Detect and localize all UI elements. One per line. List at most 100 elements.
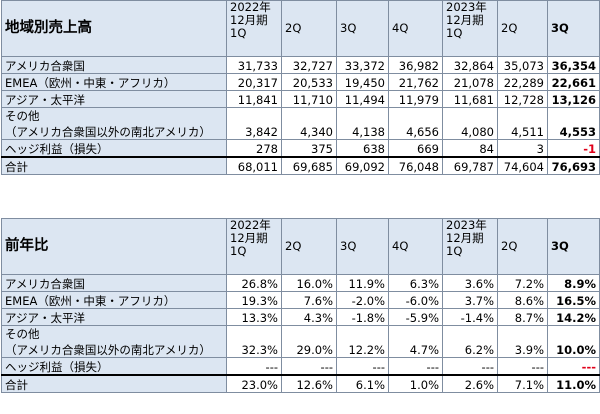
value-cell: 84 [442,139,498,157]
row-label: アメリカ合衆国 [1,274,227,292]
value-cell: 4,656 [388,107,443,140]
total-value-cell: 7.1% [497,373,548,393]
value-cell: 36,354 [547,56,600,74]
value-cell: 19,450 [336,73,389,91]
row-label-sub: （アメリカ合衆国以外の南北アメリカ） [1,122,227,140]
value-cell: 8.6% [497,291,548,309]
value-cell: 13.3% [226,308,282,326]
total-value-cell: 6.1% [336,373,389,393]
table-row: アジア・太平洋 11,841 11,710 11,494 11,979 11,681 12,… [1,90,600,108]
value-cell: 4.3% [281,308,337,326]
value-cell: 4,080 [442,107,498,140]
header-cell: 2Q [281,0,337,57]
value-cell: --- [281,357,337,375]
table-row: EMEA（欧州・中東・アフリカ） 19.3% 7.6% -2.0% -6.0% 3.7% 8… [1,291,600,309]
value-cell: 8.9% [547,274,600,292]
value-cell: -1.8% [336,308,389,326]
header-row: 前年比 2022年 12月期 1Q 2Q 3Q 4Q 2023年 12月期 1Q… [1,218,600,275]
yoy-table: 前年比 2022年 12月期 1Q 2Q 3Q 4Q 2023年 12月期 1Q… [1,218,600,393]
total-value-cell: 68,011 [226,155,282,175]
header-cell: 4Q [388,0,443,57]
value-cell: 26.8% [226,274,282,292]
table-row: ヘッジ利益（損失） --- --- --- --- --- --- --- [1,357,600,375]
value-cell: 20,533 [281,73,337,91]
row-label: アジア・太平洋 [1,308,227,326]
value-cell: 22,289 [497,73,548,91]
total-value-cell: 1.0% [388,373,443,393]
value-cell: 32.3% [226,325,282,358]
total-value-cell: 69,685 [281,155,337,175]
value-cell: 4,138 [336,107,389,140]
value-cell: --- [336,357,389,375]
header-cell: 2023年 12月期 1Q [442,218,498,275]
table-row: ヘッジ利益（損失） 278 375 638 669 84 3 -1 [1,139,600,157]
value-cell: 10.0% [547,325,600,358]
value-cell: 21,078 [442,73,498,91]
value-cell: 19.3% [226,291,282,309]
value-cell: --- [388,357,443,375]
value-cell: 638 [336,139,389,157]
table-title: 地域別売上高 [1,0,227,57]
row-label-sub: （アメリカ合衆国以外の南北アメリカ） [1,340,227,358]
value-cell: 3.6% [442,274,498,292]
row-label: アメリカ合衆国 [1,56,227,74]
total-label: 合計 [1,373,227,393]
row-label: ヘッジ利益（損失） [1,357,227,375]
value-cell: 32,864 [442,56,498,74]
header-cell: 2Q [497,218,548,275]
total-label: 合計 [1,155,227,175]
header-cell: 2022年 12月期 1Q [226,0,282,57]
value-cell: 669 [388,139,443,157]
header-cell: 2Q [281,218,337,275]
header-cell: 4Q [388,218,443,275]
header-cell: 3Q [547,218,600,275]
header-cell: 2Q [497,0,548,57]
row-label: ヘッジ利益（損失） [1,139,227,157]
row-label: EMEA（欧州・中東・アフリカ） [1,73,227,91]
value-cell: 6.2% [442,325,498,358]
value-cell: 14.2% [547,308,600,326]
value-cell: 3.9% [497,325,548,358]
table-body: アメリカ合衆国 26.8% 16.0% 11.9% 6.3% 3.6% 7.2% 8.9% EM… [1,274,600,393]
total-value-cell: 12.6% [281,373,337,393]
value-cell: 278 [226,139,282,157]
table-row: （アメリカ合衆国以外の南北アメリカ） [1,340,600,358]
value-cell: 36,982 [388,56,443,74]
total-value-cell: 2.6% [442,373,498,393]
table-row: その他 32.3% 29.0% 12.2% 4.7% 6.2% 3.9% 10.0% [1,325,600,358]
value-cell: 8.7% [497,308,548,326]
total-value-cell: 69,787 [442,155,498,175]
value-cell: 12,728 [497,90,548,108]
value-cell: 20,317 [226,73,282,91]
total-row: 合計 68,011 69,685 69,092 76,048 69,787 74,604 76… [1,155,600,175]
value-cell: 33,372 [336,56,389,74]
row-label: アジア・太平洋 [1,90,227,108]
value-cell: 13,126 [547,90,600,108]
header-cell: 2022年 12月期 1Q [226,218,282,275]
value-cell: 6.3% [388,274,443,292]
value-cell: 21,762 [388,73,443,91]
value-cell: 12.2% [336,325,389,358]
value-cell: 16.0% [281,274,337,292]
header-cell: 2023年 12月期 1Q [442,0,498,57]
table-row: アジア・太平洋 13.3% 4.3% -1.8% -5.9% -1.4% 8.7% 14.2% [1,308,600,326]
table-title: 前年比 [1,218,227,275]
value-cell: --- [442,357,498,375]
value-cell: -1 [547,139,600,157]
value-cell: 35,073 [497,56,548,74]
value-cell: 3 [497,139,548,157]
value-cell: 4.7% [388,325,443,358]
regional-sales-table: 地域別売上高 2022年 12月期 1Q 2Q 3Q 4Q 2023年 12月期… [1,0,600,175]
value-cell: 11.9% [336,274,389,292]
header-cell: 3Q [336,218,389,275]
value-cell: --- [547,357,600,375]
total-value-cell: 74,604 [497,155,548,175]
value-cell: 22,661 [547,73,600,91]
total-row: 合計 23.0% 12.6% 6.1% 1.0% 2.6% 7.1% 11.0% [1,373,600,393]
table-row: その他 3,842 4,340 4,138 4,656 4,080 4,511 4,553 [1,107,600,140]
value-cell: 7.2% [497,274,548,292]
value-cell: -1.4% [442,308,498,326]
value-cell: -5.9% [388,308,443,326]
table-row: アメリカ合衆国 26.8% 16.0% 11.9% 6.3% 3.6% 7.2% 8.9% [1,274,600,292]
value-cell: 4,511 [497,107,548,140]
